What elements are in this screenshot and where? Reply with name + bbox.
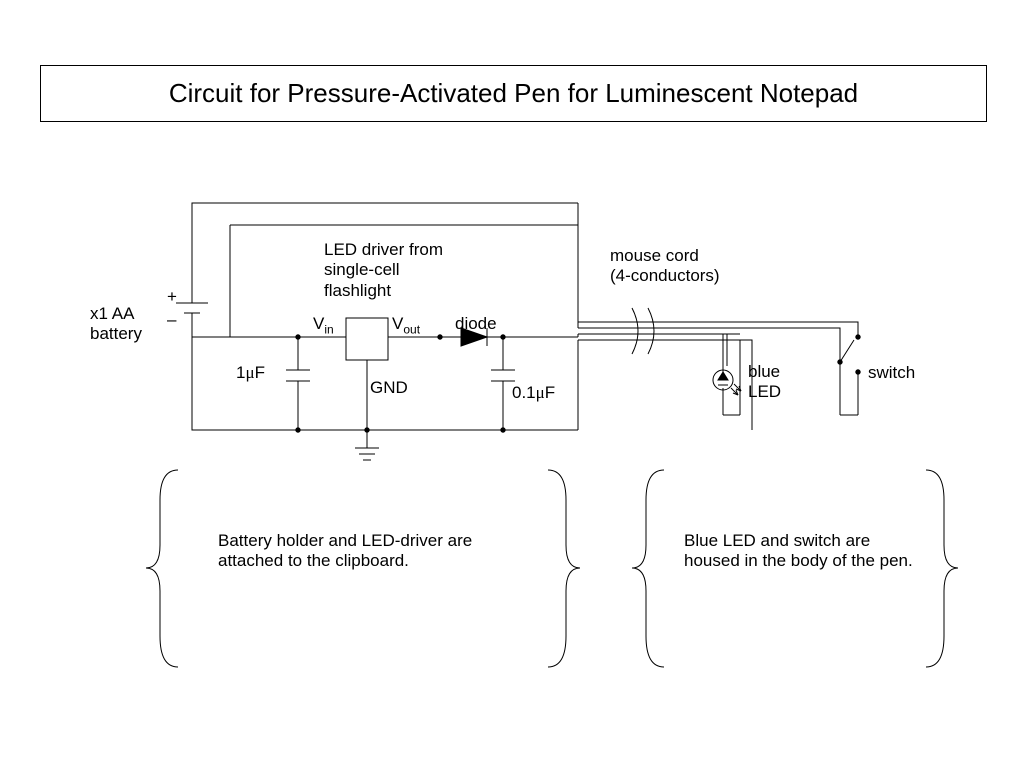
note-right: Blue LED and switch are housed in the bo… [684, 531, 914, 572]
battery-minus-label: – [167, 310, 176, 330]
battery-plus-label: + [167, 287, 177, 307]
vout-label: Vout [392, 314, 420, 337]
cap2-label: 0.1μF [512, 383, 555, 403]
note-left: Battery holder and LED-driver are attach… [218, 531, 518, 572]
battery-label: x1 AA battery [90, 304, 142, 345]
gnd-label: GND [370, 378, 408, 398]
led-label: blue LED [748, 362, 781, 403]
driver-desc-label: LED driver from single-cell flashlight [324, 240, 443, 301]
diode-label: diode [455, 314, 497, 334]
cord-label: mouse cord (4-conductors) [610, 246, 720, 287]
cap1-label: 1μF [236, 363, 265, 383]
switch-label: switch [868, 363, 915, 383]
vin-label: Vin [313, 314, 334, 337]
